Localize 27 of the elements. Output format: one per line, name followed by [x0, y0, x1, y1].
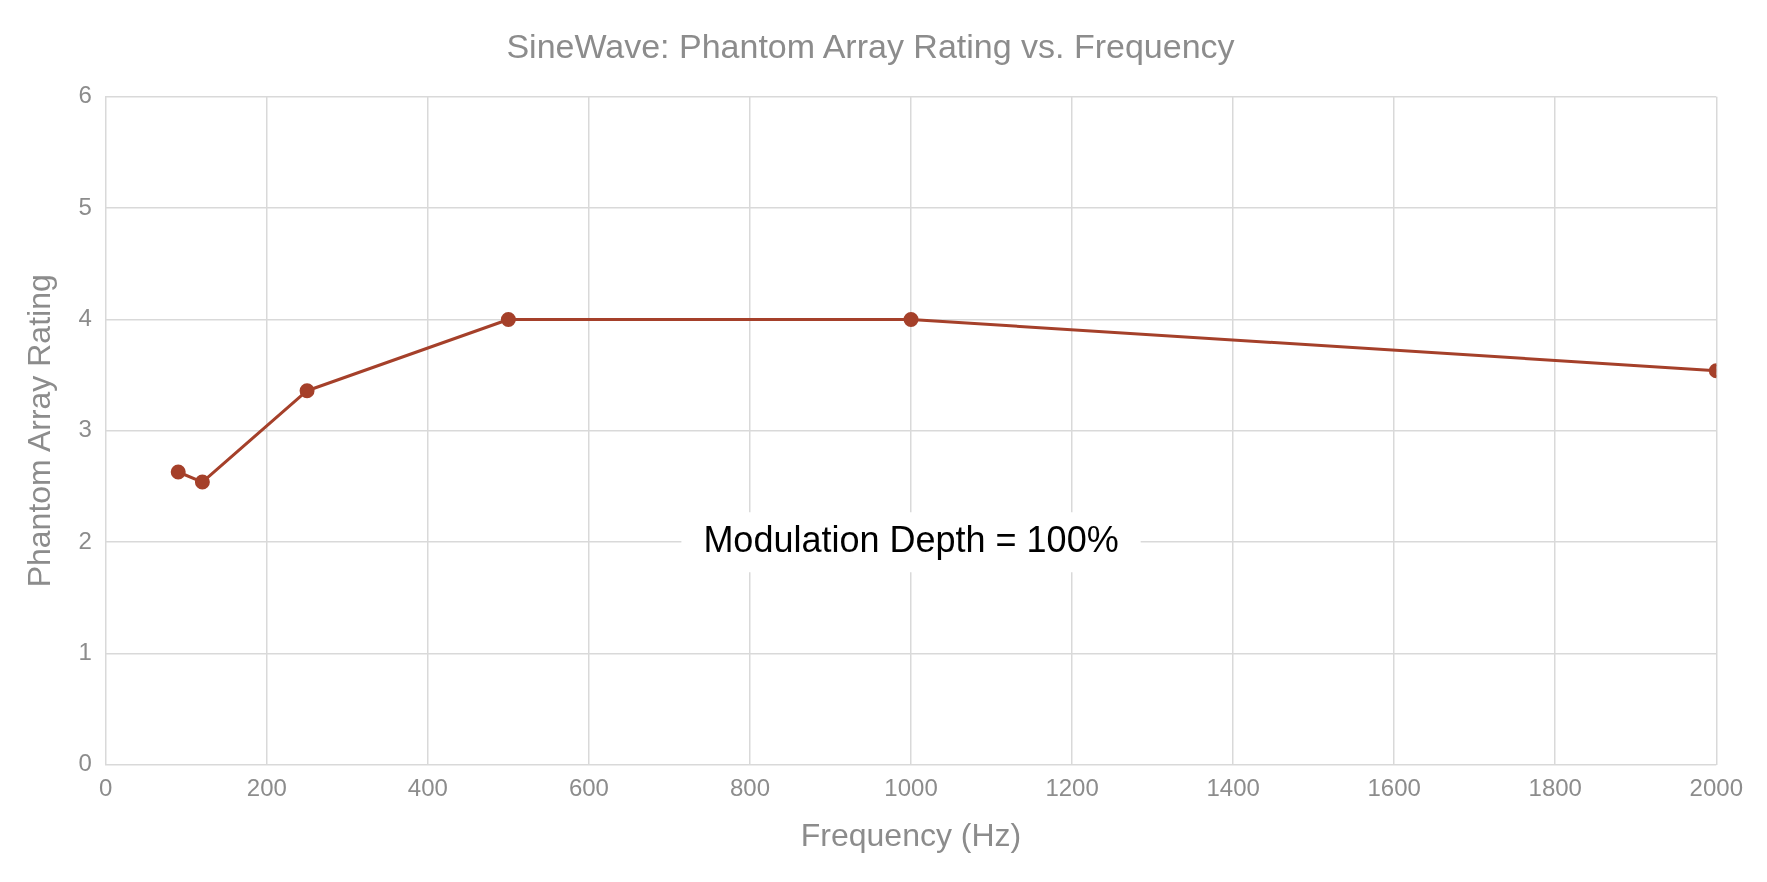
x-tick-label: 1600 [1367, 773, 1421, 801]
x-tick-label: 0 [99, 773, 113, 801]
x-tick-label: 400 [407, 773, 448, 801]
y-axis-title: Phantom Array Rating [21, 274, 58, 588]
x-tick-label: 1400 [1206, 773, 1260, 801]
point [194, 474, 210, 490]
x-tick-label: 1000 [884, 773, 938, 801]
y-tick-label: 2 [78, 526, 92, 554]
x-axis-title: Frequency (Hz) [800, 816, 1022, 853]
point [500, 311, 516, 327]
point [903, 311, 919, 327]
y-tick-label: 5 [78, 192, 92, 220]
y-tick-label: 1 [78, 638, 92, 666]
y-tick-label: 0 [78, 749, 92, 777]
chart-title: SineWave: Phantom Array Rating vs. Frequency [506, 26, 1235, 65]
x-tick-label: 2000 [1689, 773, 1743, 801]
y-tick-label: 3 [78, 415, 92, 443]
x-tick-label: 200 [246, 773, 287, 801]
x-tick-label: 1200 [1045, 773, 1099, 801]
x-tick-label: 600 [568, 773, 609, 801]
y-tick-label: 4 [78, 304, 92, 332]
point [299, 383, 315, 399]
annotation: Modulation Depth = 100% [703, 519, 1119, 561]
y-tick-label: 6 [78, 81, 92, 109]
point [170, 464, 186, 480]
x-tick-label: 1800 [1528, 773, 1582, 801]
x-tick-label: 800 [729, 773, 770, 801]
